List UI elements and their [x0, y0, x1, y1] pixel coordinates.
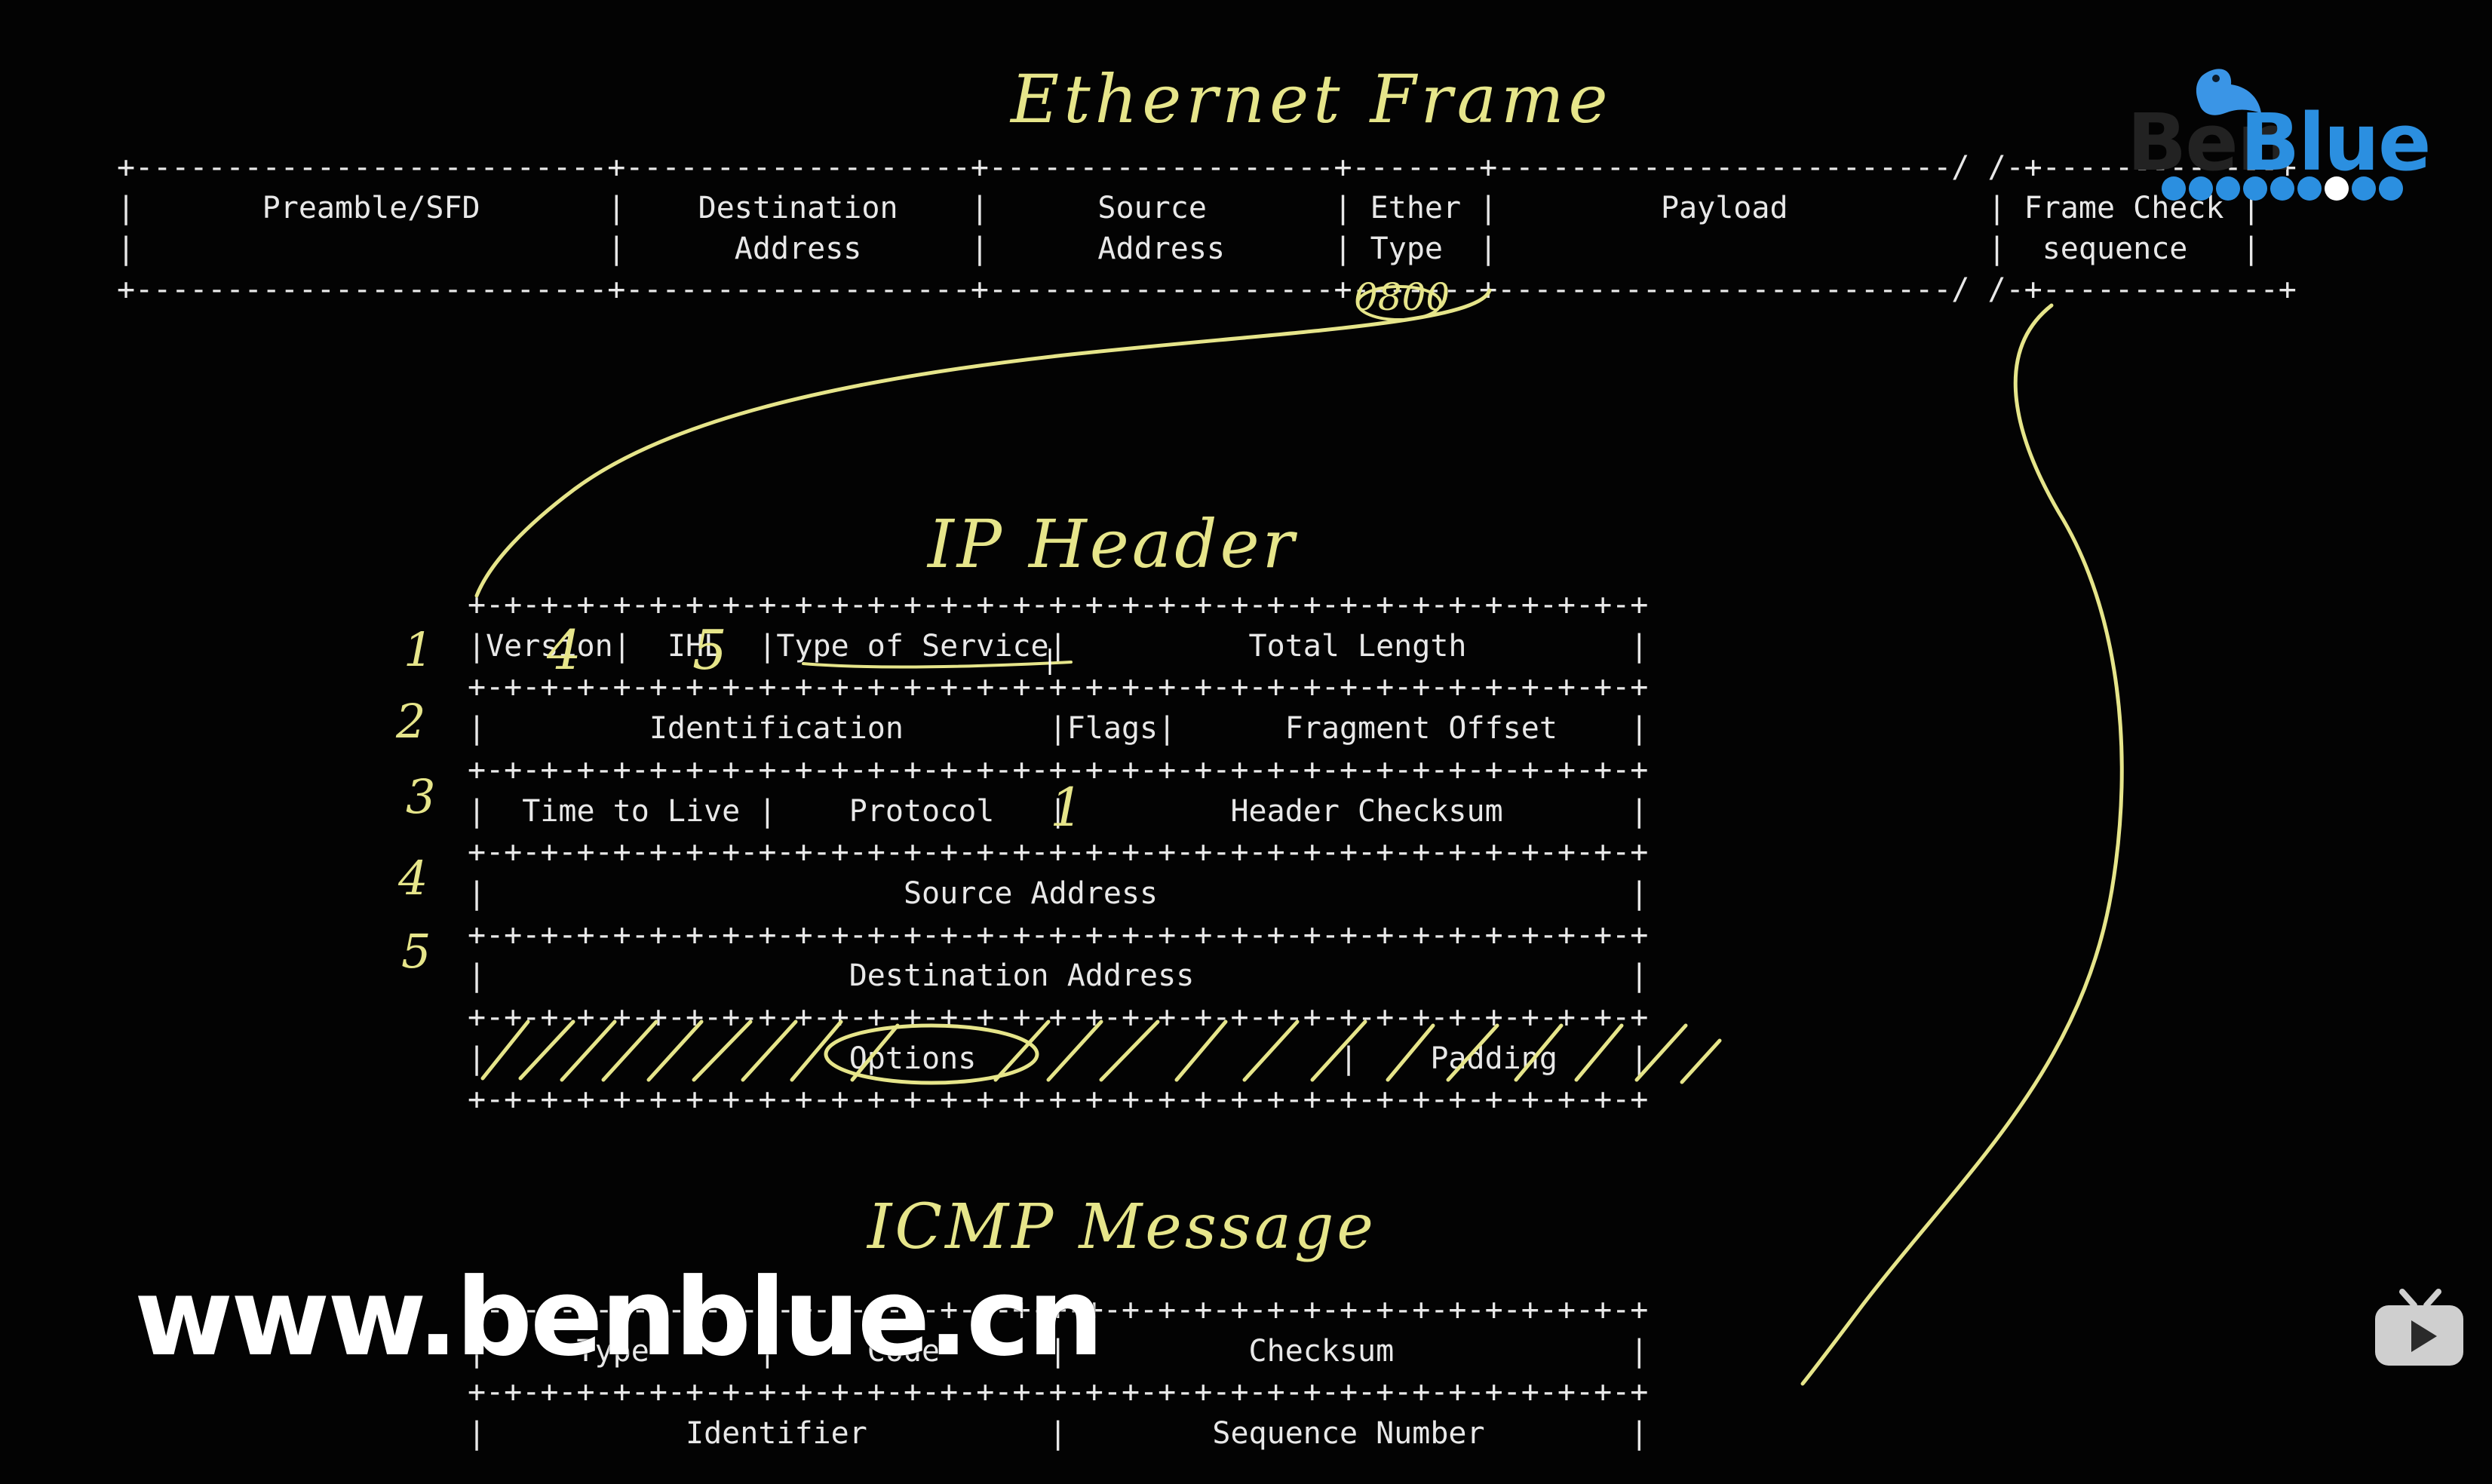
tv-play-icon[interactable] [2372, 1286, 2466, 1369]
row-number-2: 2 [396, 694, 425, 749]
ihl-annotation: 5 [692, 618, 727, 682]
ethernet-frame-title: Ethernet Frame [1011, 60, 1613, 138]
version-annotation: 4 [547, 618, 582, 682]
logo-dots [2157, 172, 2406, 205]
row-number-4: 4 [398, 851, 428, 906]
fcs-to-icmp-arrow [1803, 305, 2122, 1384]
benblue-logo: Ben Blue [2127, 60, 2414, 211]
row-number-1: 1 [404, 622, 433, 677]
row-number-3: 3 [406, 769, 435, 824]
website-watermark: www.benblue.cn [134, 1256, 1101, 1380]
row-number-5: 5 [401, 924, 431, 979]
icmp-message-title: ICMP Message [867, 1191, 1376, 1263]
ip-header-title: IP Header [928, 505, 1297, 583]
ethernet-frame-diagram: +--------------------------+------------… [117, 147, 2297, 310]
ip-header-diagram: +-+-+-+-+-+-+-+-+-+-+-+-+-+-+-+-+-+-+-+-… [468, 584, 1648, 1121]
protocol-annotation: 1 [1050, 777, 1084, 839]
ethertype-annotation: 0800 [1354, 275, 1450, 319]
